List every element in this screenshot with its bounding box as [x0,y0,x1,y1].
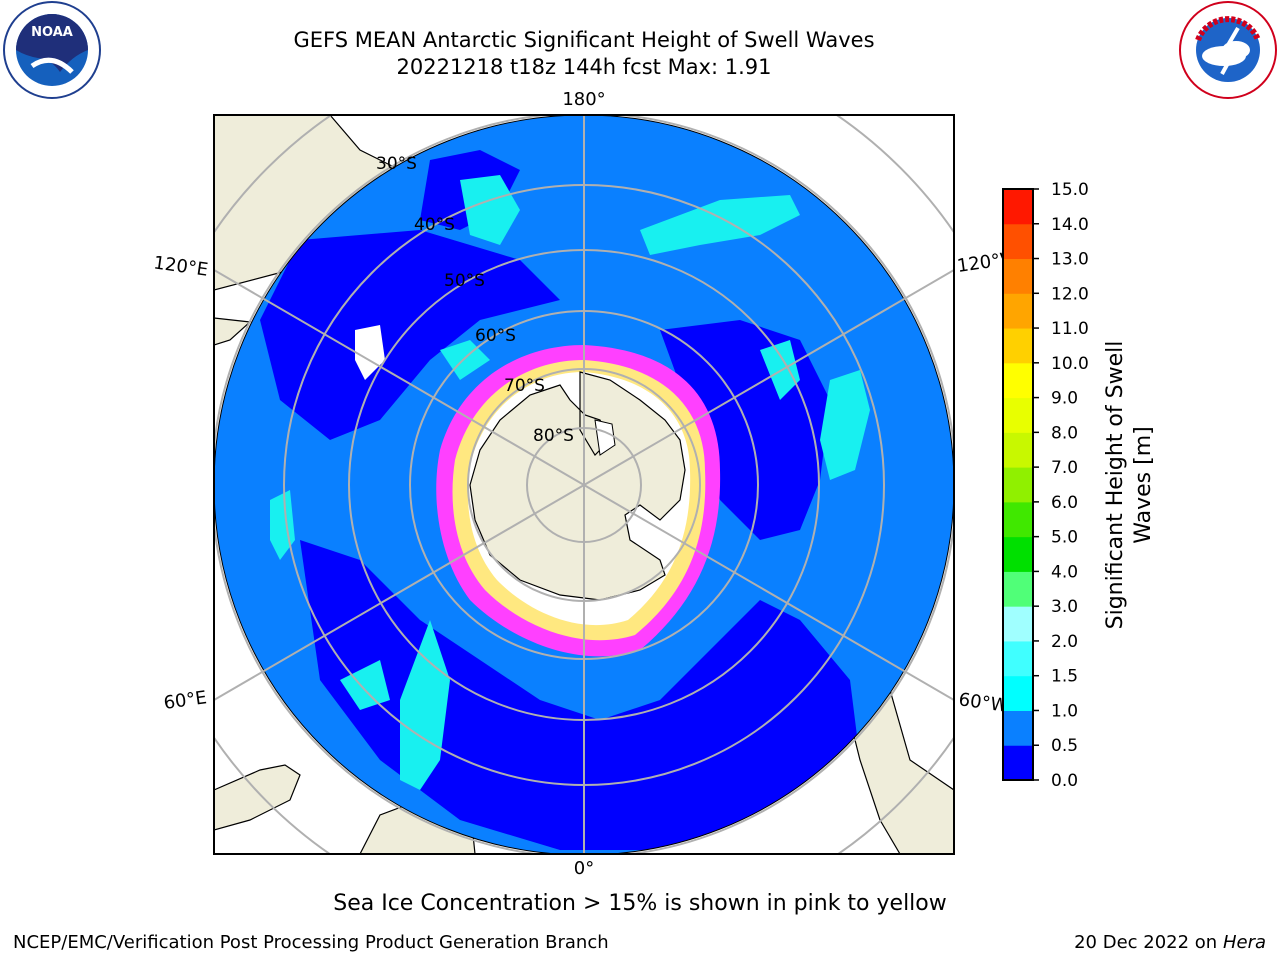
colorbar-swatch [1003,293,1033,329]
lon-label-top: 180° [562,89,605,110]
colorbar-frame [1002,188,1034,781]
colorbar-swatch [1003,189,1033,225]
colorbar-tick-label: 6.0 [1051,493,1078,513]
colorbar-swatch [1003,571,1033,607]
colorbar-tick-label: 4.0 [1051,562,1078,582]
colorbar-swatch [1003,362,1033,399]
colorbar-tick-label: 8.0 [1051,423,1078,443]
colorbar-tick-label: 0.5 [1051,736,1078,756]
colorbar-swatch [1003,258,1033,294]
colorbar-tick-label: 10.0 [1051,354,1089,374]
lat-label-50s: 50°S [444,271,485,291]
map-frame [213,114,955,855]
colorbar-swatch [1003,397,1033,433]
colorbar-swatch [1003,432,1033,468]
colorbar-swatch [1003,328,1033,364]
colorbar-tick-label: 0.0 [1051,771,1078,791]
nws-logo [1179,1,1277,99]
colorbar-swatch [1003,675,1033,711]
lat-label-60s: 60°S [475,326,516,346]
footer-machine: Hera [1222,932,1266,953]
colorbar-swatch [1003,223,1033,260]
colorbar-swatch [1003,536,1033,572]
chart-subtitle: 20221218 t18z 144h fcst Max: 1.91 [396,55,772,79]
colorbar-tick-label: 15.0 [1051,180,1089,200]
colorbar-label-line2: Waves [m] [1131,426,1156,543]
colorbar-ticks: 0.0 0.5 1.0 1.5 2.0 3.0 4.0 5.0 6.0 7.0 8.0 9.0 10.0… [1033,180,1089,791]
colorbar-swatch [1003,745,1033,781]
footer-date: 20 Dec 2022 on Hera [1074,932,1266,953]
sea-ice-note: Sea Ice Concentration > 15% is shown in … [333,891,947,916]
colorbar-tick-label: 1.0 [1051,701,1078,721]
lat-label-30s: 30°S [376,154,417,174]
colorbar-swatch [1003,640,1033,677]
footer-credit: NCEP/EMC/Verification Post Processing Pr… [13,932,609,953]
noaa-logo: NOAA [3,1,101,99]
colorbar-label-line1: Significant Height of Swell [1103,341,1128,630]
lat-label-70s: 70°S [504,376,545,396]
colorbar-tick-label: 11.0 [1051,319,1089,339]
svg-text:NOAA: NOAA [31,25,73,40]
colorbar-tick-label: 7.0 [1051,458,1078,478]
colorbar-tick-label: 3.0 [1051,597,1078,617]
colorbar-swatch [1003,710,1033,746]
lon-label-bottom: 0° [574,858,594,879]
colorbar-tick-label: 1.5 [1051,667,1078,687]
colorbar-tick-label: 5.0 [1051,528,1078,548]
graticule [214,115,954,854]
colorbar-tick-label: 13.0 [1051,250,1089,270]
colorbar-swatch [1003,501,1033,538]
colorbar-swatches [1003,189,1033,781]
colorbar-tick-label: 14.0 [1051,215,1089,235]
chart-title: GEFS MEAN Antarctic Significant Height o… [293,28,875,52]
colorbar-swatch [1003,606,1033,642]
colorbar-swatch [1003,467,1033,503]
colorbar-tick-label: 2.0 [1051,632,1078,652]
colorbar-tick-label: 9.0 [1051,389,1078,409]
colorbar-tick-label: 12.0 [1051,284,1089,304]
lat-label-40s: 40°S [414,215,455,235]
footer-date-text: 20 Dec 2022 on [1074,932,1218,953]
lat-label-80s: 80°S [533,426,574,446]
